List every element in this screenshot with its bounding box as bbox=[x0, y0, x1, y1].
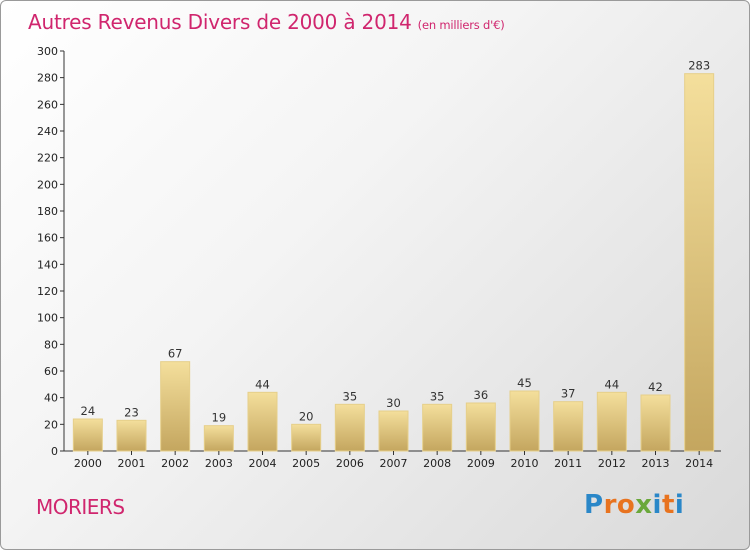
bar bbox=[203, 425, 234, 452]
bar bbox=[596, 391, 627, 452]
data-label: 42 bbox=[648, 380, 663, 394]
y-tick-label: 60 bbox=[44, 365, 58, 378]
y-tick-label: 260 bbox=[37, 98, 58, 111]
x-tick-label: 2008 bbox=[423, 457, 451, 470]
logo-letter: o bbox=[616, 490, 636, 520]
bar bbox=[684, 73, 715, 452]
chart-title: Autres Revenus Divers de 2000 à 2014 (en … bbox=[28, 10, 505, 34]
place-name: MORIERS bbox=[36, 495, 125, 519]
y-tick-label: 160 bbox=[37, 232, 58, 245]
data-label: 24 bbox=[81, 404, 96, 418]
bar bbox=[247, 391, 278, 452]
x-tick-label: 2004 bbox=[249, 457, 277, 470]
y-tick-label: 300 bbox=[37, 45, 58, 58]
data-label: 35 bbox=[343, 389, 358, 403]
x-tick-label: 2002 bbox=[161, 457, 189, 470]
bar bbox=[378, 410, 409, 452]
data-label: 44 bbox=[605, 377, 620, 391]
x-tick-label: 2014 bbox=[685, 457, 713, 470]
y-tick-label: 120 bbox=[37, 285, 58, 298]
data-label: 283 bbox=[688, 59, 710, 73]
logo-letter: P bbox=[584, 490, 604, 520]
bar bbox=[160, 361, 191, 452]
y-tick-label: 100 bbox=[37, 312, 58, 325]
y-tick-label: 180 bbox=[37, 205, 58, 218]
x-tick-label: 2010 bbox=[511, 457, 539, 470]
x-tick-label: 2011 bbox=[554, 457, 582, 470]
logo-letter: x bbox=[635, 490, 653, 520]
y-tick-label: 0 bbox=[51, 445, 58, 458]
y-tick-label: 20 bbox=[44, 418, 58, 431]
x-tick-label: 2000 bbox=[74, 457, 102, 470]
data-label: 45 bbox=[517, 376, 532, 390]
bar bbox=[291, 423, 322, 452]
bar bbox=[422, 403, 453, 452]
bar bbox=[640, 394, 671, 452]
y-tick-label: 220 bbox=[37, 152, 58, 165]
logo-letter: i bbox=[652, 490, 662, 520]
x-tick-label: 2003 bbox=[205, 457, 233, 470]
proxiti-logo: Proxiti bbox=[584, 490, 684, 520]
title-unit: (en milliers d'€) bbox=[417, 18, 505, 32]
x-tick-label: 2009 bbox=[467, 457, 495, 470]
x-tick-label: 2001 bbox=[118, 457, 146, 470]
bar bbox=[465, 402, 496, 452]
bar bbox=[334, 403, 365, 452]
y-tick-label: 280 bbox=[37, 72, 58, 85]
bar bbox=[116, 419, 147, 452]
x-tick-label: 2013 bbox=[642, 457, 670, 470]
data-label: 23 bbox=[124, 405, 139, 419]
logo-letter: t bbox=[661, 490, 675, 520]
bar bbox=[553, 401, 584, 452]
data-label: 35 bbox=[430, 389, 445, 403]
x-tick-label: 2012 bbox=[598, 457, 626, 470]
y-tick-label: 140 bbox=[37, 258, 58, 271]
title-text: Autres Revenus Divers de 2000 à 2014 bbox=[28, 10, 412, 34]
y-tick-label: 80 bbox=[44, 338, 58, 351]
logo-letter: r bbox=[603, 490, 617, 520]
data-label: 67 bbox=[168, 347, 183, 361]
data-label: 36 bbox=[474, 388, 489, 402]
y-tick-label: 40 bbox=[44, 392, 58, 405]
x-tick-label: 2005 bbox=[292, 457, 320, 470]
data-label: 19 bbox=[212, 411, 227, 425]
x-tick-label: 2006 bbox=[336, 457, 364, 470]
data-label: 30 bbox=[386, 396, 401, 410]
data-label: 37 bbox=[561, 387, 576, 401]
x-tick-label: 2007 bbox=[380, 457, 408, 470]
y-tick-label: 240 bbox=[37, 125, 58, 138]
data-label: 44 bbox=[255, 377, 270, 391]
bar bbox=[509, 390, 540, 452]
logo-letter: i bbox=[674, 490, 685, 520]
data-label: 20 bbox=[299, 409, 314, 423]
bar bbox=[72, 418, 103, 452]
y-tick-label: 200 bbox=[37, 178, 58, 191]
